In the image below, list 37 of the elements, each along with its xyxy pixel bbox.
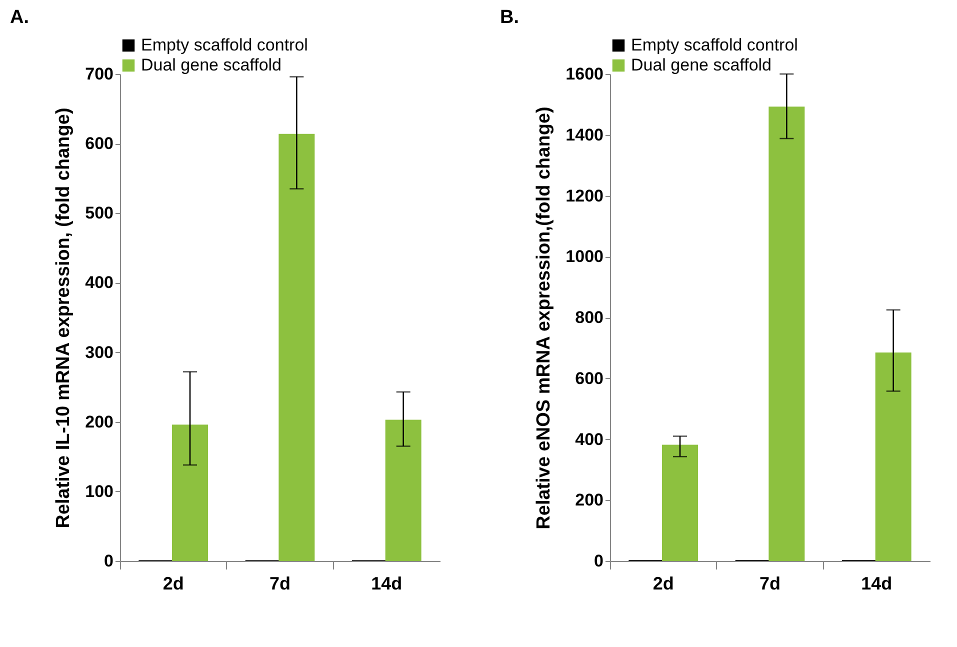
bar bbox=[662, 444, 698, 561]
y-tick-label: 1400 bbox=[566, 125, 604, 144]
y-axis-title: Relative eNOS mRNA expression,(fold change) bbox=[534, 106, 555, 530]
y-tick-label: 800 bbox=[575, 308, 604, 327]
y-tick-label: 500 bbox=[85, 204, 114, 223]
x-tick-label: 7d bbox=[759, 574, 781, 594]
legend-label: Empty scaffold control bbox=[631, 36, 798, 54]
legend-label: Dual gene scaffold bbox=[141, 56, 282, 74]
x-tick-label: 7d bbox=[269, 574, 291, 594]
x-tick-label: 2d bbox=[162, 574, 184, 594]
legend-label: Empty scaffold control bbox=[141, 36, 308, 54]
y-tick-label: 200 bbox=[575, 490, 604, 510]
y-tick-label: 1000 bbox=[566, 247, 604, 266]
chart-title: B. bbox=[500, 7, 519, 28]
bar bbox=[172, 424, 208, 561]
y-tick-label: 400 bbox=[85, 273, 114, 292]
x-tick-label: 14d bbox=[861, 574, 892, 594]
y-tick-label: 0 bbox=[594, 552, 604, 570]
bar bbox=[385, 420, 422, 561]
y-tick-label: 100 bbox=[85, 482, 114, 501]
y-tick-label: 600 bbox=[575, 368, 604, 388]
y-tick-label: 200 bbox=[85, 412, 114, 432]
y-tick-label: 0 bbox=[104, 552, 114, 570]
y-tick-label: 300 bbox=[85, 342, 114, 362]
chart-title: A. bbox=[10, 7, 29, 28]
bar bbox=[278, 134, 315, 561]
bar bbox=[875, 352, 912, 561]
bar bbox=[768, 106, 805, 561]
y-tick-label: 1600 bbox=[566, 64, 604, 84]
y-tick-label: 400 bbox=[575, 430, 604, 449]
y-axis-title: Relative IL-10 mRNA expression, (fold change) bbox=[53, 108, 74, 528]
x-tick-label: 14d bbox=[371, 574, 402, 594]
y-tick-label: 600 bbox=[85, 134, 114, 154]
legend-label: Dual gene scaffold bbox=[631, 56, 772, 74]
y-tick-label: 1200 bbox=[566, 186, 604, 206]
x-tick-label: 2d bbox=[652, 574, 674, 594]
y-tick-label: 700 bbox=[85, 64, 114, 84]
